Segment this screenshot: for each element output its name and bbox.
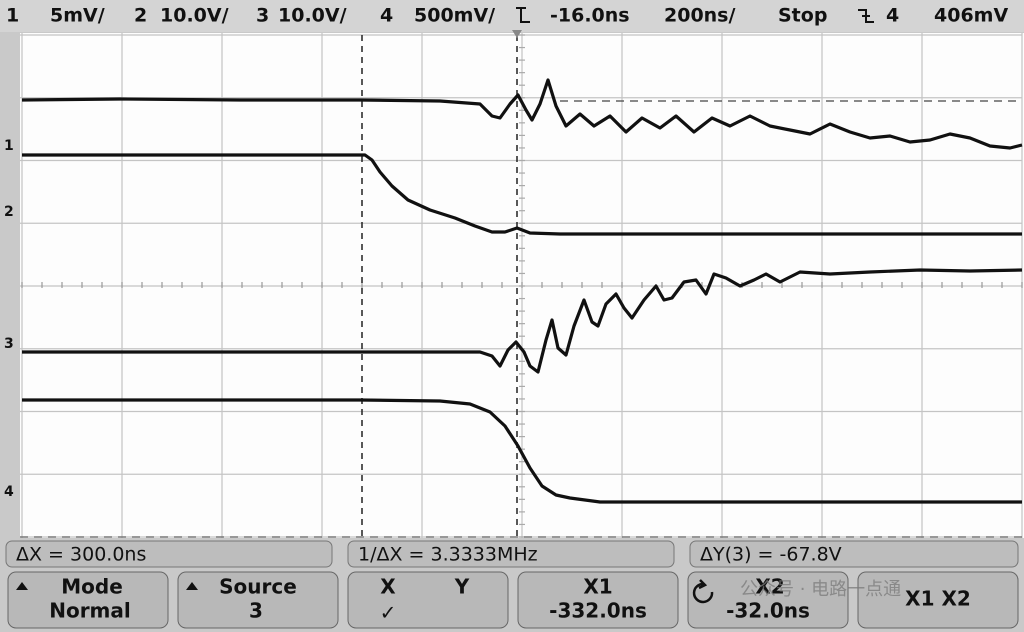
softkey-frame[interactable]: [517, 571, 679, 629]
status-bar: [0, 0, 1024, 32]
delay: -16.0ns: [550, 5, 630, 27]
softkey-value[interactable]: 3: [249, 599, 263, 623]
trace-ch1: [21, 78, 1023, 150]
entry-knob-icon: [692, 579, 714, 604]
softkey-frame[interactable]: [177, 571, 339, 629]
softkey-label[interactable]: X1: [583, 575, 612, 599]
delay-icon: [516, 7, 530, 23]
channel-scale: 5mV/: [50, 5, 105, 27]
channel-scale: 10.0V/: [160, 5, 229, 27]
measurement-box: [689, 540, 1019, 568]
watermark: 公众号 · 电路一点通: [740, 579, 901, 600]
softkey-frame[interactable]: [347, 571, 509, 629]
softkey-value[interactable]: -32.0ns: [726, 599, 810, 623]
measurement: ΔX = 300.0ns: [16, 544, 146, 566]
channel-number: 2: [134, 5, 147, 27]
channel-number: 4: [380, 5, 393, 27]
trace-ch3: [22, 268, 1023, 374]
measurement-box: [5, 540, 333, 568]
softkey[interactable]: Source 3: [177, 571, 339, 629]
softkey-frame[interactable]: [687, 571, 849, 629]
run-state: Stop: [778, 5, 827, 27]
softkey-option[interactable]: X: [380, 575, 396, 599]
softkey-label[interactable]: Source: [219, 575, 297, 599]
trace-ch2: [22, 153, 1022, 236]
softkey-label[interactable]: X2: [755, 575, 784, 599]
softkey[interactable]: X2 -32.0ns: [687, 571, 849, 629]
softkey-frame[interactable]: [7, 571, 169, 629]
softkey-value[interactable]: -332.0ns: [549, 599, 647, 623]
channel-number: 3: [256, 5, 269, 27]
channel-marker: 2: [4, 204, 14, 220]
measurement: ΔY(3) = -67.8V: [700, 544, 842, 566]
timebase: 200ns/: [664, 5, 735, 27]
softkey-frame[interactable]: [857, 571, 1019, 629]
channel-scale: 10.0V/: [278, 5, 347, 27]
trigger-marker: [512, 30, 522, 38]
softkey-arrow: [16, 582, 28, 590]
measurement: 1/ΔX = 3.3333MHz: [358, 544, 538, 566]
softkey[interactable]: X Y ✓: [347, 571, 509, 629]
softkey-arrow: [186, 582, 198, 590]
channel-marker: 3: [4, 336, 14, 352]
trigger-level: 406mV: [934, 5, 1008, 27]
softkey-label[interactable]: X1 X2: [905, 587, 971, 611]
channel-number: 1: [6, 5, 19, 27]
channel-marker: 1: [4, 138, 14, 154]
softkey[interactable]: X1 X2: [857, 571, 1019, 629]
trigger-icon: [858, 9, 874, 23]
channel-marker: 4: [4, 484, 14, 500]
trigger-source: 4: [886, 5, 899, 27]
softkey-option[interactable]: Y: [454, 575, 470, 599]
softkey-label[interactable]: Mode: [61, 575, 123, 599]
softkey[interactable]: Mode Normal: [7, 571, 169, 629]
measurement-box: [347, 540, 675, 568]
softkey-check[interactable]: ✓: [380, 601, 397, 625]
graticule: [20, 33, 1023, 538]
channel-scale: 500mV/: [414, 5, 495, 27]
softkey-value[interactable]: Normal: [49, 599, 131, 623]
softkey[interactable]: X1 -332.0ns: [517, 571, 679, 629]
trace-ch4: [22, 398, 1022, 504]
